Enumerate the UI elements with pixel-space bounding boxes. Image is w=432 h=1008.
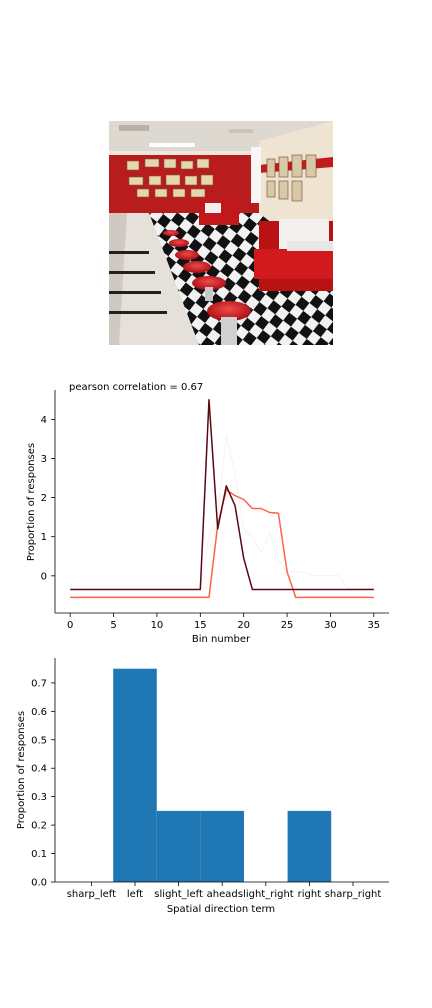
line-series-1 xyxy=(70,434,374,590)
x-tick-label: sharp_left xyxy=(67,889,116,900)
line-chart-x-ticks: 0 5 10 15 20 25 30 35 xyxy=(67,613,380,631)
bar-chart-y-ticks: 0.0 0.1 0.2 0.3 0.4 0.5 0.6 0.7 xyxy=(31,678,55,889)
bar-left xyxy=(113,668,157,882)
x-tick-label: slight_left xyxy=(154,889,203,900)
bar-right xyxy=(287,810,332,882)
y-tick-label: 1 xyxy=(41,532,47,543)
line-chart-series-group xyxy=(70,399,374,599)
x-tick-label: right xyxy=(298,889,322,900)
x-tick-label: 25 xyxy=(281,620,294,631)
line-chart-y-ticks: 0 1 2 3 4 xyxy=(41,415,55,582)
y-tick-label: 3 xyxy=(41,454,47,465)
diner-photo xyxy=(109,121,333,345)
line-chart: pearson correlation = 0.67 0 5 10 15 20 25 30 3… xyxy=(26,382,389,645)
line-chart-y-label: Proportion of responses xyxy=(26,443,37,561)
x-tick-label: ahead xyxy=(207,889,238,900)
bar-chart-x-label: Spatial direction term xyxy=(167,904,275,915)
y-tick-label: 0.2 xyxy=(31,821,47,832)
bar-slight_left xyxy=(156,810,201,882)
x-tick-label: 30 xyxy=(324,620,337,631)
x-tick-label: 0 xyxy=(67,620,73,631)
bar-chart: sharp_left left slight_left ahead slight_rig… xyxy=(16,658,389,915)
y-tick-label: 0.7 xyxy=(31,678,47,689)
bar-chart-y-label: Proportion of responses xyxy=(16,711,27,829)
x-tick-label: 10 xyxy=(151,620,164,631)
x-tick-label: left xyxy=(127,889,143,900)
bar-ahead xyxy=(200,810,244,882)
y-tick-label: 0.0 xyxy=(31,878,47,889)
x-tick-label: 20 xyxy=(237,620,250,631)
line-chart-title: pearson correlation = 0.67 xyxy=(69,382,203,393)
line-chart-x-label: Bin number xyxy=(192,634,251,645)
y-tick-label: 0.3 xyxy=(31,792,47,803)
y-tick-label: 4 xyxy=(41,415,47,426)
y-tick-label: 0.4 xyxy=(31,764,47,775)
y-tick-label: 0.6 xyxy=(31,707,47,718)
y-tick-label: 2 xyxy=(41,493,47,504)
y-tick-label: 0.1 xyxy=(31,849,47,860)
x-tick-label: 5 xyxy=(110,620,116,631)
x-tick-label: sharp_right xyxy=(325,889,382,900)
x-tick-label: slight_right xyxy=(238,889,294,900)
bar-chart-bars xyxy=(113,668,332,882)
bar-chart-x-ticks: sharp_left left slight_left ahead slight_rig… xyxy=(67,882,382,900)
y-tick-label: 0.5 xyxy=(31,735,47,746)
x-tick-label: 35 xyxy=(367,620,380,631)
line-series-3 xyxy=(70,399,374,591)
x-tick-label: 15 xyxy=(194,620,207,631)
y-tick-label: 0 xyxy=(41,571,47,582)
